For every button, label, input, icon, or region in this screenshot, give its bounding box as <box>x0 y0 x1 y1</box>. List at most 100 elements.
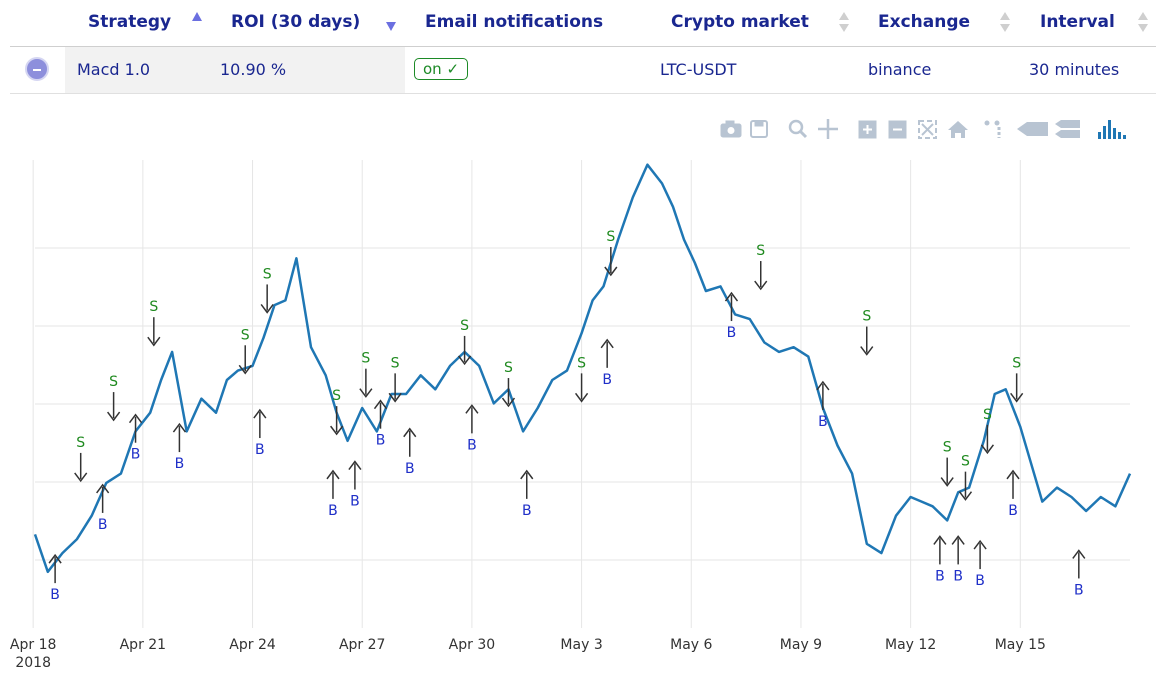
buy-signal-marker: B <box>128 413 143 463</box>
sell-label: S <box>577 355 586 371</box>
buy-signal-marker: B <box>403 427 417 477</box>
buy-label: B <box>935 568 945 584</box>
autoscale-icon[interactable] <box>918 120 937 139</box>
price-chart[interactable]: Apr 18 2018 Apr 21 Apr 24 Apr 27 Apr 30 May 3 M… <box>0 150 1166 689</box>
buy-arrow-head <box>373 399 388 410</box>
sell-arrow-head <box>359 388 373 398</box>
hover-closest-icon[interactable] <box>1017 122 1048 136</box>
buy-arrow-head <box>933 535 947 545</box>
x-tick-label: Apr 30 <box>449 637 495 653</box>
buy-signal-marker: B <box>724 291 739 341</box>
toolbar-icons <box>720 119 1126 139</box>
sell-arrow-head <box>940 477 954 487</box>
buy-signal-marker: B <box>600 338 614 388</box>
sell-arrow-head <box>457 355 472 366</box>
sell-label: S <box>862 309 871 325</box>
sell-label: S <box>606 229 615 245</box>
buy-label: B <box>350 494 360 510</box>
strategy-table: Strategy ROI (30 days) Email notificatio… <box>10 0 1156 94</box>
buy-label: B <box>467 437 477 453</box>
buy-arrow-head <box>326 469 340 480</box>
buy-signal-marker: B <box>348 460 362 510</box>
x-tick-label: Apr 18 2018 <box>10 637 56 671</box>
header-exchange[interactable]: Exchange <box>878 12 971 32</box>
chart-grid <box>32 160 1130 628</box>
table-header: Strategy ROI (30 days) Email notificatio… <box>10 0 1156 47</box>
buy-arrow-head <box>253 408 267 419</box>
zoom-icon[interactable] <box>788 119 808 139</box>
buy-label: B <box>175 456 185 472</box>
buy-signal-marker: B <box>465 404 479 453</box>
buy-label: B <box>98 517 108 533</box>
buy-label: B <box>975 573 985 589</box>
price-line <box>33 163 1132 574</box>
save-icon[interactable] <box>750 120 768 138</box>
header-roi[interactable]: ROI (30 days) <box>231 12 361 32</box>
buy-label: B <box>376 433 386 449</box>
plotly-logo-icon[interactable] <box>1098 120 1126 139</box>
buy-signal-marker: B <box>520 469 534 519</box>
buy-label: B <box>522 503 532 519</box>
sort-desc-icon[interactable] <box>386 22 396 31</box>
camera-icon[interactable] <box>720 120 742 138</box>
zoom-in-icon[interactable] <box>858 120 877 139</box>
sell-label: S <box>961 454 970 470</box>
buy-signal-marker: B <box>951 535 965 584</box>
sell-label: S <box>149 299 158 315</box>
buy-label: B <box>727 325 737 341</box>
header-interval[interactable]: Interval <box>1040 12 1115 32</box>
sell-signal-marker: S <box>457 318 472 366</box>
zoom-out-icon[interactable] <box>888 120 907 139</box>
sell-label: S <box>332 388 341 404</box>
sell-arrow-head <box>604 266 618 277</box>
table-row[interactable]: Macd 1.0 10.90 % on ✓ LTC-USDT binance 3… <box>10 47 1156 94</box>
sell-signal-marker: S <box>1010 355 1024 403</box>
sort-asc-icon[interactable] <box>192 12 202 21</box>
x-axis-ticks: Apr 18 2018 Apr 21 Apr 24 Apr 27 Apr 30 May 3 M… <box>10 637 1046 671</box>
buy-label: B <box>255 442 265 458</box>
buy-signal-marker: B <box>973 539 987 589</box>
sell-label: S <box>109 374 118 390</box>
sell-label: S <box>1012 355 1021 371</box>
spike-lines-icon[interactable] <box>984 120 1001 139</box>
sell-arrow-head <box>1010 392 1024 403</box>
buy-arrow-head <box>128 413 143 424</box>
sell-arrow-head <box>574 392 589 403</box>
x-tick-label: May 15 <box>995 637 1046 653</box>
buy-signal-marker: B <box>1072 549 1086 598</box>
buy-signal-marker: B <box>48 553 62 603</box>
sort-both-icon[interactable] <box>1000 12 1010 34</box>
buy-arrow-head <box>973 539 987 550</box>
pan-icon[interactable] <box>818 119 838 139</box>
cell-exchange: binance <box>868 60 932 79</box>
home-icon[interactable] <box>948 121 968 138</box>
buy-arrow-head <box>96 483 110 494</box>
buy-arrow-head <box>951 535 965 545</box>
x-tick-label: Apr 21 <box>120 637 166 653</box>
buy-signal-marker: B <box>326 469 340 519</box>
header-strategy[interactable]: Strategy <box>88 12 172 32</box>
collapse-row-icon[interactable] <box>25 57 49 81</box>
header-market[interactable]: Crypto market <box>671 12 809 32</box>
email-status-badge[interactable]: on ✓ <box>414 58 469 80</box>
buy-label: B <box>602 372 612 388</box>
sell-label: S <box>943 440 952 456</box>
hover-compare-icon[interactable] <box>1055 120 1080 138</box>
sort-both-icon[interactable] <box>1138 12 1148 34</box>
sell-label: S <box>361 351 370 367</box>
buy-signal-marker: B <box>933 535 947 584</box>
sell-arrow-head <box>74 472 88 483</box>
buy-signal-marker: B <box>816 380 830 430</box>
buy-arrow-head <box>816 380 830 391</box>
sell-signal-marker: S <box>74 435 88 483</box>
sell-arrow-head <box>860 346 874 356</box>
sell-label: S <box>76 435 85 451</box>
sell-label: S <box>983 407 992 423</box>
sell-signal-marker: S <box>388 355 402 403</box>
sort-both-icon[interactable] <box>839 12 849 34</box>
sell-arrow-head <box>238 364 252 375</box>
sell-arrow-head <box>260 303 274 314</box>
x-tick-label: May 9 <box>780 637 822 653</box>
sell-signal-marker: S <box>107 374 121 422</box>
header-email[interactable]: Email notifications <box>425 12 604 32</box>
